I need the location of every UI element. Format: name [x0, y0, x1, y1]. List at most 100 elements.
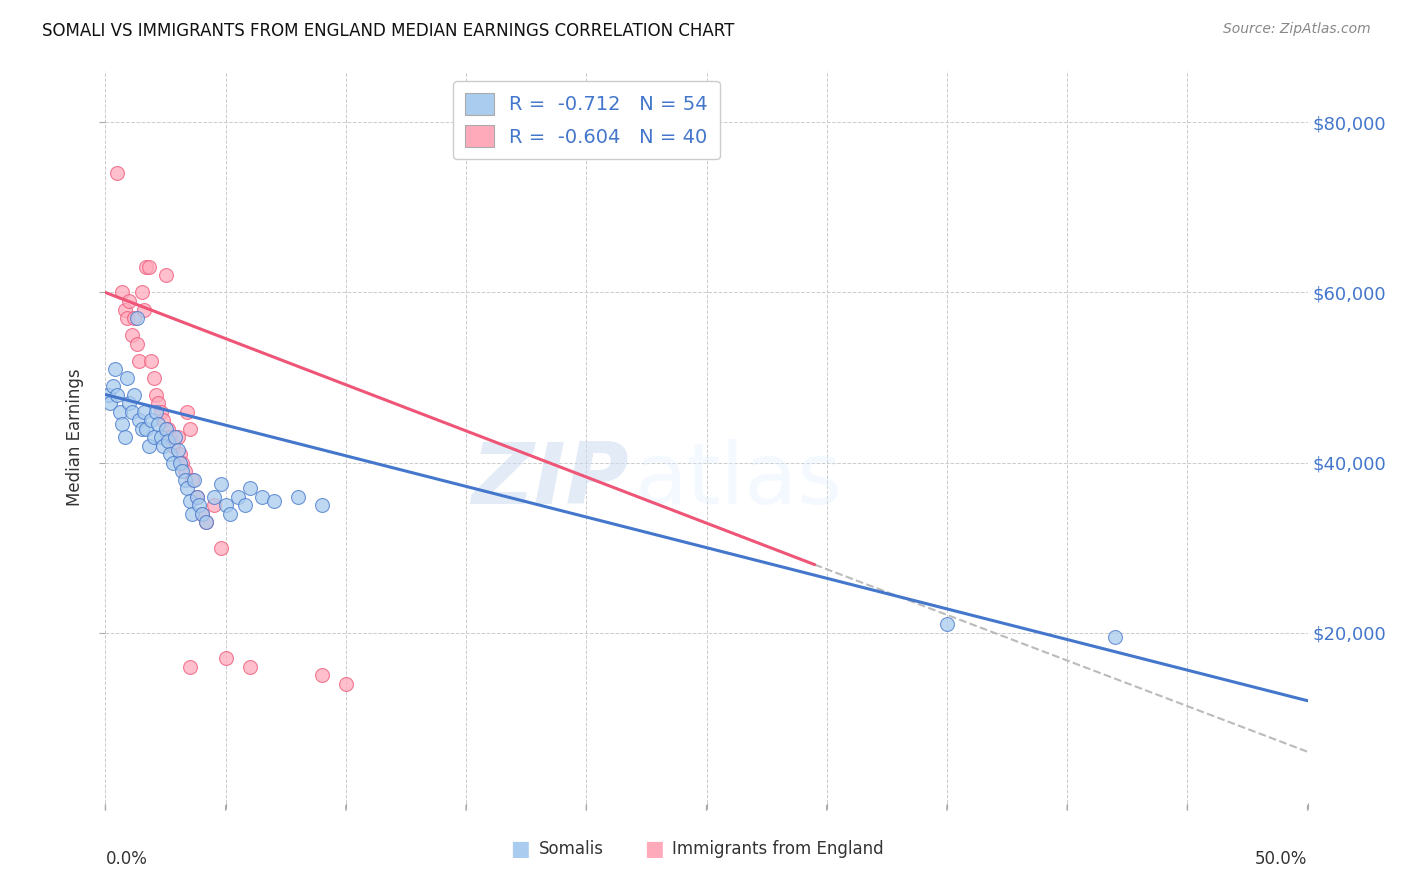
Point — [181, 507, 204, 521]
Point — [138, 260, 160, 274]
Point — [132, 302, 155, 317]
Point — [121, 328, 143, 343]
Point — [176, 404, 198, 418]
Text: Source: ZipAtlas.com: Source: ZipAtlas.com — [1223, 22, 1371, 37]
Point — [111, 285, 134, 300]
Point — [149, 430, 172, 444]
Point — [159, 430, 181, 444]
Point — [131, 285, 153, 300]
Point — [190, 507, 212, 521]
Point — [1104, 630, 1126, 644]
Text: atlas: atlas — [634, 440, 842, 523]
Point — [936, 617, 959, 632]
Point — [287, 490, 309, 504]
Point — [166, 430, 188, 444]
Y-axis label: Median Earnings: Median Earnings — [66, 368, 84, 506]
Point — [155, 421, 177, 435]
Point — [135, 260, 157, 274]
Point — [169, 447, 191, 461]
Point — [335, 677, 357, 691]
Legend: R =  -0.712   N = 54, R =  -0.604   N = 40: R = -0.712 N = 54, R = -0.604 N = 40 — [453, 81, 720, 159]
Point — [114, 430, 136, 444]
Point — [176, 481, 198, 495]
Point — [132, 404, 155, 418]
Point — [145, 387, 167, 401]
Point — [98, 396, 121, 410]
Point — [148, 417, 170, 432]
Point — [202, 490, 225, 504]
Text: ■: ■ — [510, 839, 530, 859]
Point — [263, 494, 285, 508]
Point — [111, 417, 134, 432]
Point — [226, 490, 249, 504]
Point — [139, 413, 162, 427]
Point — [181, 473, 204, 487]
Text: 50.0%: 50.0% — [1256, 849, 1308, 868]
Point — [142, 370, 165, 384]
Point — [101, 379, 124, 393]
Point — [125, 336, 148, 351]
Point — [121, 404, 143, 418]
Point — [114, 302, 136, 317]
Point — [148, 396, 170, 410]
Point — [173, 473, 195, 487]
Point — [186, 490, 208, 504]
Point — [138, 439, 160, 453]
Point — [311, 668, 333, 682]
Point — [214, 498, 236, 512]
Point — [142, 430, 165, 444]
Point — [169, 456, 191, 470]
Point — [131, 421, 153, 435]
Point — [135, 421, 157, 435]
Point — [118, 396, 141, 410]
Point — [202, 498, 225, 512]
Point — [209, 476, 232, 491]
Point — [159, 447, 181, 461]
Point — [156, 434, 179, 449]
Point — [97, 387, 120, 401]
Point — [219, 507, 242, 521]
Point — [152, 439, 174, 453]
Point — [124, 387, 146, 401]
Point — [128, 353, 150, 368]
Point — [162, 439, 184, 453]
Point — [166, 442, 188, 457]
Point — [104, 362, 127, 376]
Point — [179, 659, 201, 673]
Point — [179, 494, 201, 508]
Point — [155, 268, 177, 283]
Point — [125, 311, 148, 326]
Point — [173, 464, 195, 478]
Point — [152, 413, 174, 427]
Point — [250, 490, 273, 504]
Point — [107, 166, 129, 180]
Point — [186, 490, 208, 504]
Point — [162, 456, 184, 470]
Text: Somalis: Somalis — [538, 840, 603, 858]
Point — [156, 421, 179, 435]
Point — [107, 387, 129, 401]
Point — [149, 404, 172, 418]
Point — [195, 515, 218, 529]
Point — [188, 498, 211, 512]
Point — [124, 311, 146, 326]
Point — [165, 430, 187, 444]
Point — [239, 481, 262, 495]
Text: ■: ■ — [644, 839, 664, 859]
Point — [233, 498, 256, 512]
Text: 0.0%: 0.0% — [105, 849, 148, 868]
Point — [311, 498, 333, 512]
Point — [190, 507, 212, 521]
Point — [108, 404, 131, 418]
Point — [183, 473, 205, 487]
Point — [172, 456, 194, 470]
Point — [118, 293, 141, 308]
Point — [128, 413, 150, 427]
Point — [195, 515, 218, 529]
Point — [115, 311, 138, 326]
Point — [145, 404, 167, 418]
Text: SOMALI VS IMMIGRANTS FROM ENGLAND MEDIAN EARNINGS CORRELATION CHART: SOMALI VS IMMIGRANTS FROM ENGLAND MEDIAN… — [42, 22, 734, 40]
Text: Immigrants from England: Immigrants from England — [672, 840, 884, 858]
Point — [172, 464, 194, 478]
Point — [139, 353, 162, 368]
